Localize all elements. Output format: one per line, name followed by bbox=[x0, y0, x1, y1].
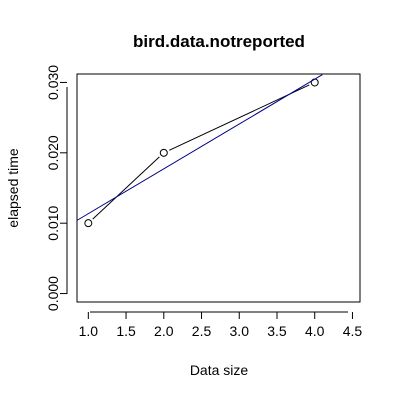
y-tick-label: 0.010 bbox=[45, 205, 61, 240]
x-tick-label: 3.5 bbox=[267, 323, 287, 339]
y-tick-label: 0.000 bbox=[45, 276, 61, 311]
y-axis-label: elapsed time bbox=[5, 148, 21, 228]
series-segment bbox=[92, 156, 160, 220]
plot-frame bbox=[76, 73, 361, 303]
data-point bbox=[84, 219, 93, 228]
series-layer bbox=[76, 74, 323, 228]
y-tick-label: 0.030 bbox=[45, 65, 61, 100]
chart-title: bird.data.notreported bbox=[133, 32, 305, 51]
x-tick-label: 3.0 bbox=[230, 323, 250, 339]
x-tick-label: 2.5 bbox=[192, 323, 212, 339]
x-tick-label: 4.0 bbox=[305, 323, 325, 339]
x-axis: 1.0 1.5 2.0 2.5 3.0 3.5 4.0 4.5 bbox=[79, 311, 363, 339]
data-point bbox=[310, 78, 319, 87]
y-axis: 0.000 0.010 0.020 0.030 bbox=[45, 65, 68, 311]
x-tick-label: 2.0 bbox=[154, 323, 174, 339]
x-tick-label: 1.0 bbox=[79, 323, 99, 339]
x-tick-label: 1.5 bbox=[116, 323, 136, 339]
y-tick-label: 0.020 bbox=[45, 135, 61, 170]
x-tick-label: 4.5 bbox=[343, 323, 363, 339]
data-point bbox=[159, 148, 168, 157]
fit-line bbox=[76, 74, 323, 221]
x-axis-label: Data size bbox=[190, 362, 249, 378]
